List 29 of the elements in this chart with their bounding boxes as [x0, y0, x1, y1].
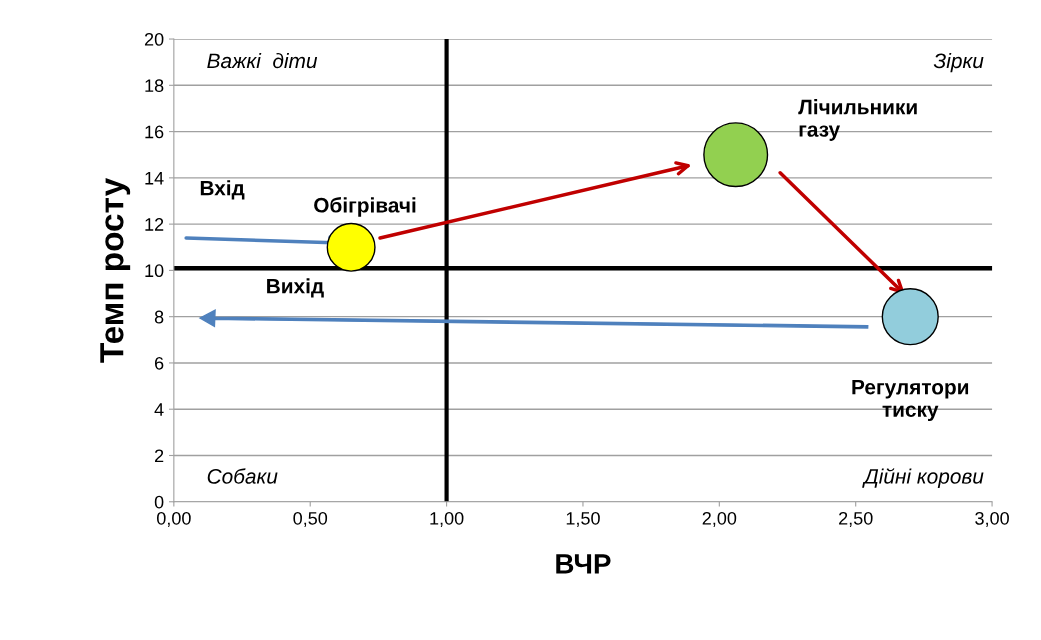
annotation: Зірки	[933, 52, 984, 73]
annotation: Собаки	[207, 468, 278, 484]
annotation: Вхід	[200, 180, 245, 200]
x-tick-label: 2,00	[702, 511, 737, 527]
y-tick-label: 16	[145, 125, 164, 139]
y-tick-label: 20	[144, 32, 164, 46]
y-tick-label: 2	[154, 449, 164, 463]
x-tick-label: 0,00	[156, 511, 191, 527]
x-tick-label: 1,50	[566, 511, 600, 527]
y-tick-label: 6	[155, 356, 164, 370]
annotation: Важкі діти	[207, 52, 318, 69]
y-tick-label: 8	[154, 310, 164, 324]
y-tick-label: 18	[145, 79, 164, 93]
y-tick-label: 12	[145, 218, 164, 231]
text: Регулятори тиску	[852, 379, 969, 422]
series-label: Обігрівачі	[314, 197, 416, 217]
x-tick-label: 0,50	[293, 511, 328, 527]
x-tick-label: 1,00	[430, 511, 464, 527]
x-tick-label: 2,50	[839, 511, 873, 527]
y-tick-label: 0	[154, 495, 164, 509]
y-tick-label: 14	[145, 171, 164, 185]
annotation: Вихід	[267, 278, 324, 298]
y-tick-label: 10	[145, 264, 164, 278]
annotation: Дійні корови	[862, 468, 984, 488]
series-label: Лічильники газу	[798, 99, 917, 141]
x-tick-label: 3,00	[975, 511, 1009, 527]
y-axis-title: Темп росту	[100, 177, 131, 363]
y-tick-label: 4	[154, 403, 164, 416]
x-axis-title: ВЧР	[556, 554, 611, 574]
